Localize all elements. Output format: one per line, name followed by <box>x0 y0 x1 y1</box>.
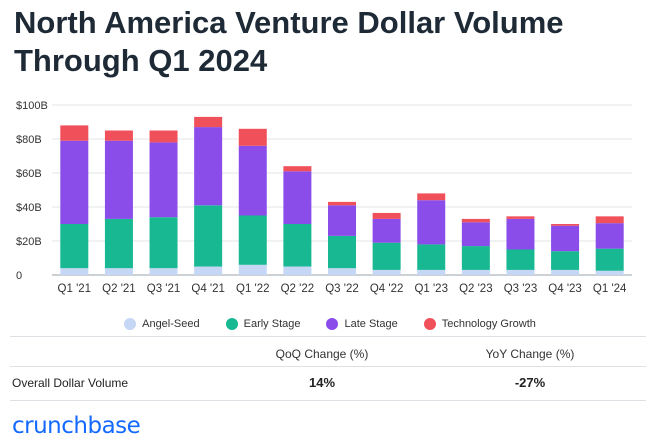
bar-8-technology-growth <box>417 193 446 201</box>
bar-6-late-stage <box>328 205 356 236</box>
bar-9-angel-seed <box>461 269 490 275</box>
bar-5-late-stage <box>283 171 312 224</box>
bar-3-late-stage <box>194 127 223 206</box>
bar-7-technology-growth <box>372 212 401 219</box>
yoy-value: -27% <box>514 375 546 390</box>
x-tick-label-6: Q3 '22 <box>325 283 359 295</box>
bar-5-early-stage <box>283 224 312 267</box>
bar-4-late-stage <box>238 145 267 216</box>
bar-8-late-stage <box>417 200 446 245</box>
legend-item-early-stage: Early Stage <box>225 316 301 332</box>
row-label-overall: Overall Dollar Volume <box>12 376 129 390</box>
stacked-bar-chart: 0 $20B $40B $60B $80B $100B Q1 '21 Q2 '21 Q3 '21… <box>16 100 632 295</box>
x-tick-label-3: Q4 '21 <box>191 283 225 295</box>
bar-0-angel-seed <box>60 268 89 275</box>
legend-label: Early Stage <box>243 318 301 330</box>
bar-0-early-stage <box>60 224 89 269</box>
x-tick-label-1: Q2 '21 <box>102 283 136 295</box>
legend-item-technology-growth: Technology Growth <box>423 316 536 332</box>
bar-9-technology-growth <box>461 218 490 223</box>
chart-title: North America Venture Dollar Volume Thro… <box>14 4 654 80</box>
bar-7-early-stage <box>372 242 401 270</box>
qoq-value: 14% <box>308 375 336 390</box>
bar-9-early-stage <box>461 246 490 270</box>
x-tick-label-2: Q3 '21 <box>147 283 181 295</box>
bar-2-late-stage <box>149 142 178 218</box>
legend-swatch <box>124 318 137 330</box>
bar-12-early-stage <box>595 248 624 271</box>
table-bottom-rule <box>10 400 646 401</box>
x-tick-label-5: Q2 '22 <box>281 283 315 295</box>
x-tick-label-8: Q1 '23 <box>414 283 448 295</box>
bar-12-late-stage <box>595 223 624 249</box>
bar-10-angel-seed <box>506 269 535 275</box>
bar-1-technology-growth <box>104 130 133 141</box>
legend-item-late-stage: Late Stage <box>326 316 398 332</box>
bar-1-early-stage <box>104 218 133 269</box>
x-tick-label-12: Q1 '24 <box>593 283 627 295</box>
bar-0-late-stage <box>60 140 89 224</box>
bar-6-early-stage <box>328 235 356 269</box>
bar-11-angel-seed <box>551 269 580 275</box>
legend-swatch <box>326 318 339 330</box>
bar-1-angel-seed <box>104 268 133 275</box>
bar-11-late-stage <box>551 225 580 252</box>
y-tick-label-20: $20B <box>16 236 42 248</box>
bar-6-angel-seed <box>328 268 356 275</box>
bar-10-early-stage <box>506 249 535 270</box>
y-tick-label-0: 0 <box>16 270 22 282</box>
bar-4-angel-seed <box>238 264 267 275</box>
bar-4-early-stage <box>238 215 267 265</box>
chart-title-line-2: Through Q1 2024 <box>14 43 268 78</box>
bar-2-technology-growth <box>149 130 178 143</box>
bar-10-technology-growth <box>506 216 535 219</box>
x-tick-label-0: Q1 '21 <box>58 283 92 295</box>
legend-label: Late Stage <box>344 318 398 330</box>
bar-11-technology-growth <box>551 224 580 226</box>
legend-label: Technology Growth <box>441 318 536 330</box>
bar-9-late-stage <box>461 222 490 247</box>
yoy-header: YoY Change (%) <box>485 347 575 361</box>
bar-5-angel-seed <box>283 266 312 275</box>
bar-12-angel-seed <box>595 270 624 275</box>
bar-7-late-stage <box>372 218 401 243</box>
bar-10-late-stage <box>506 218 535 250</box>
x-tick-label-10: Q3 '23 <box>504 283 538 295</box>
bar-12-technology-growth <box>595 216 624 224</box>
legend-item-angel-seed: Angel-Seed <box>124 316 200 332</box>
qoq-header: QoQ Change (%) <box>275 347 369 361</box>
bar-1-late-stage <box>104 140 133 219</box>
bar-3-early-stage <box>194 205 223 267</box>
x-tick-label-11: Q4 '23 <box>548 283 582 295</box>
y-tick-label-100: $100B <box>16 100 48 112</box>
bar-8-angel-seed <box>417 269 446 275</box>
x-tick-label-4: Q1 '22 <box>236 283 270 295</box>
table-header-rule <box>10 366 646 367</box>
bar-11-early-stage <box>551 251 580 270</box>
crunchbase-logo: crunchbase <box>12 413 141 439</box>
chart-legend: Angel-Seed Early Stage Late Stage Technolog… <box>0 316 660 332</box>
y-tick-label-40: $40B <box>16 202 42 214</box>
legend-swatch <box>225 318 238 330</box>
bar-3-angel-seed <box>194 266 223 275</box>
x-tick-label-7: Q4 '22 <box>370 283 404 295</box>
y-tick-label-60: $60B <box>16 168 42 180</box>
bar-3-technology-growth <box>194 116 223 128</box>
y-tick-label-80: $80B <box>16 134 42 146</box>
chart-title-line-1: North America Venture Dollar Volume <box>14 5 564 40</box>
table-top-rule <box>10 336 646 337</box>
bar-8-early-stage <box>417 244 446 270</box>
bar-0-technology-growth <box>60 125 89 141</box>
bar-7-angel-seed <box>372 269 401 275</box>
bar-2-angel-seed <box>149 268 178 275</box>
bar-2-early-stage <box>149 217 178 269</box>
legend-label: Angel-Seed <box>142 318 200 330</box>
legend-swatch <box>423 318 436 330</box>
bar-5-technology-growth <box>283 166 312 172</box>
bar-6-technology-growth <box>328 201 356 206</box>
bar-4-technology-growth <box>238 128 267 146</box>
x-tick-label-9: Q2 '23 <box>459 283 493 295</box>
